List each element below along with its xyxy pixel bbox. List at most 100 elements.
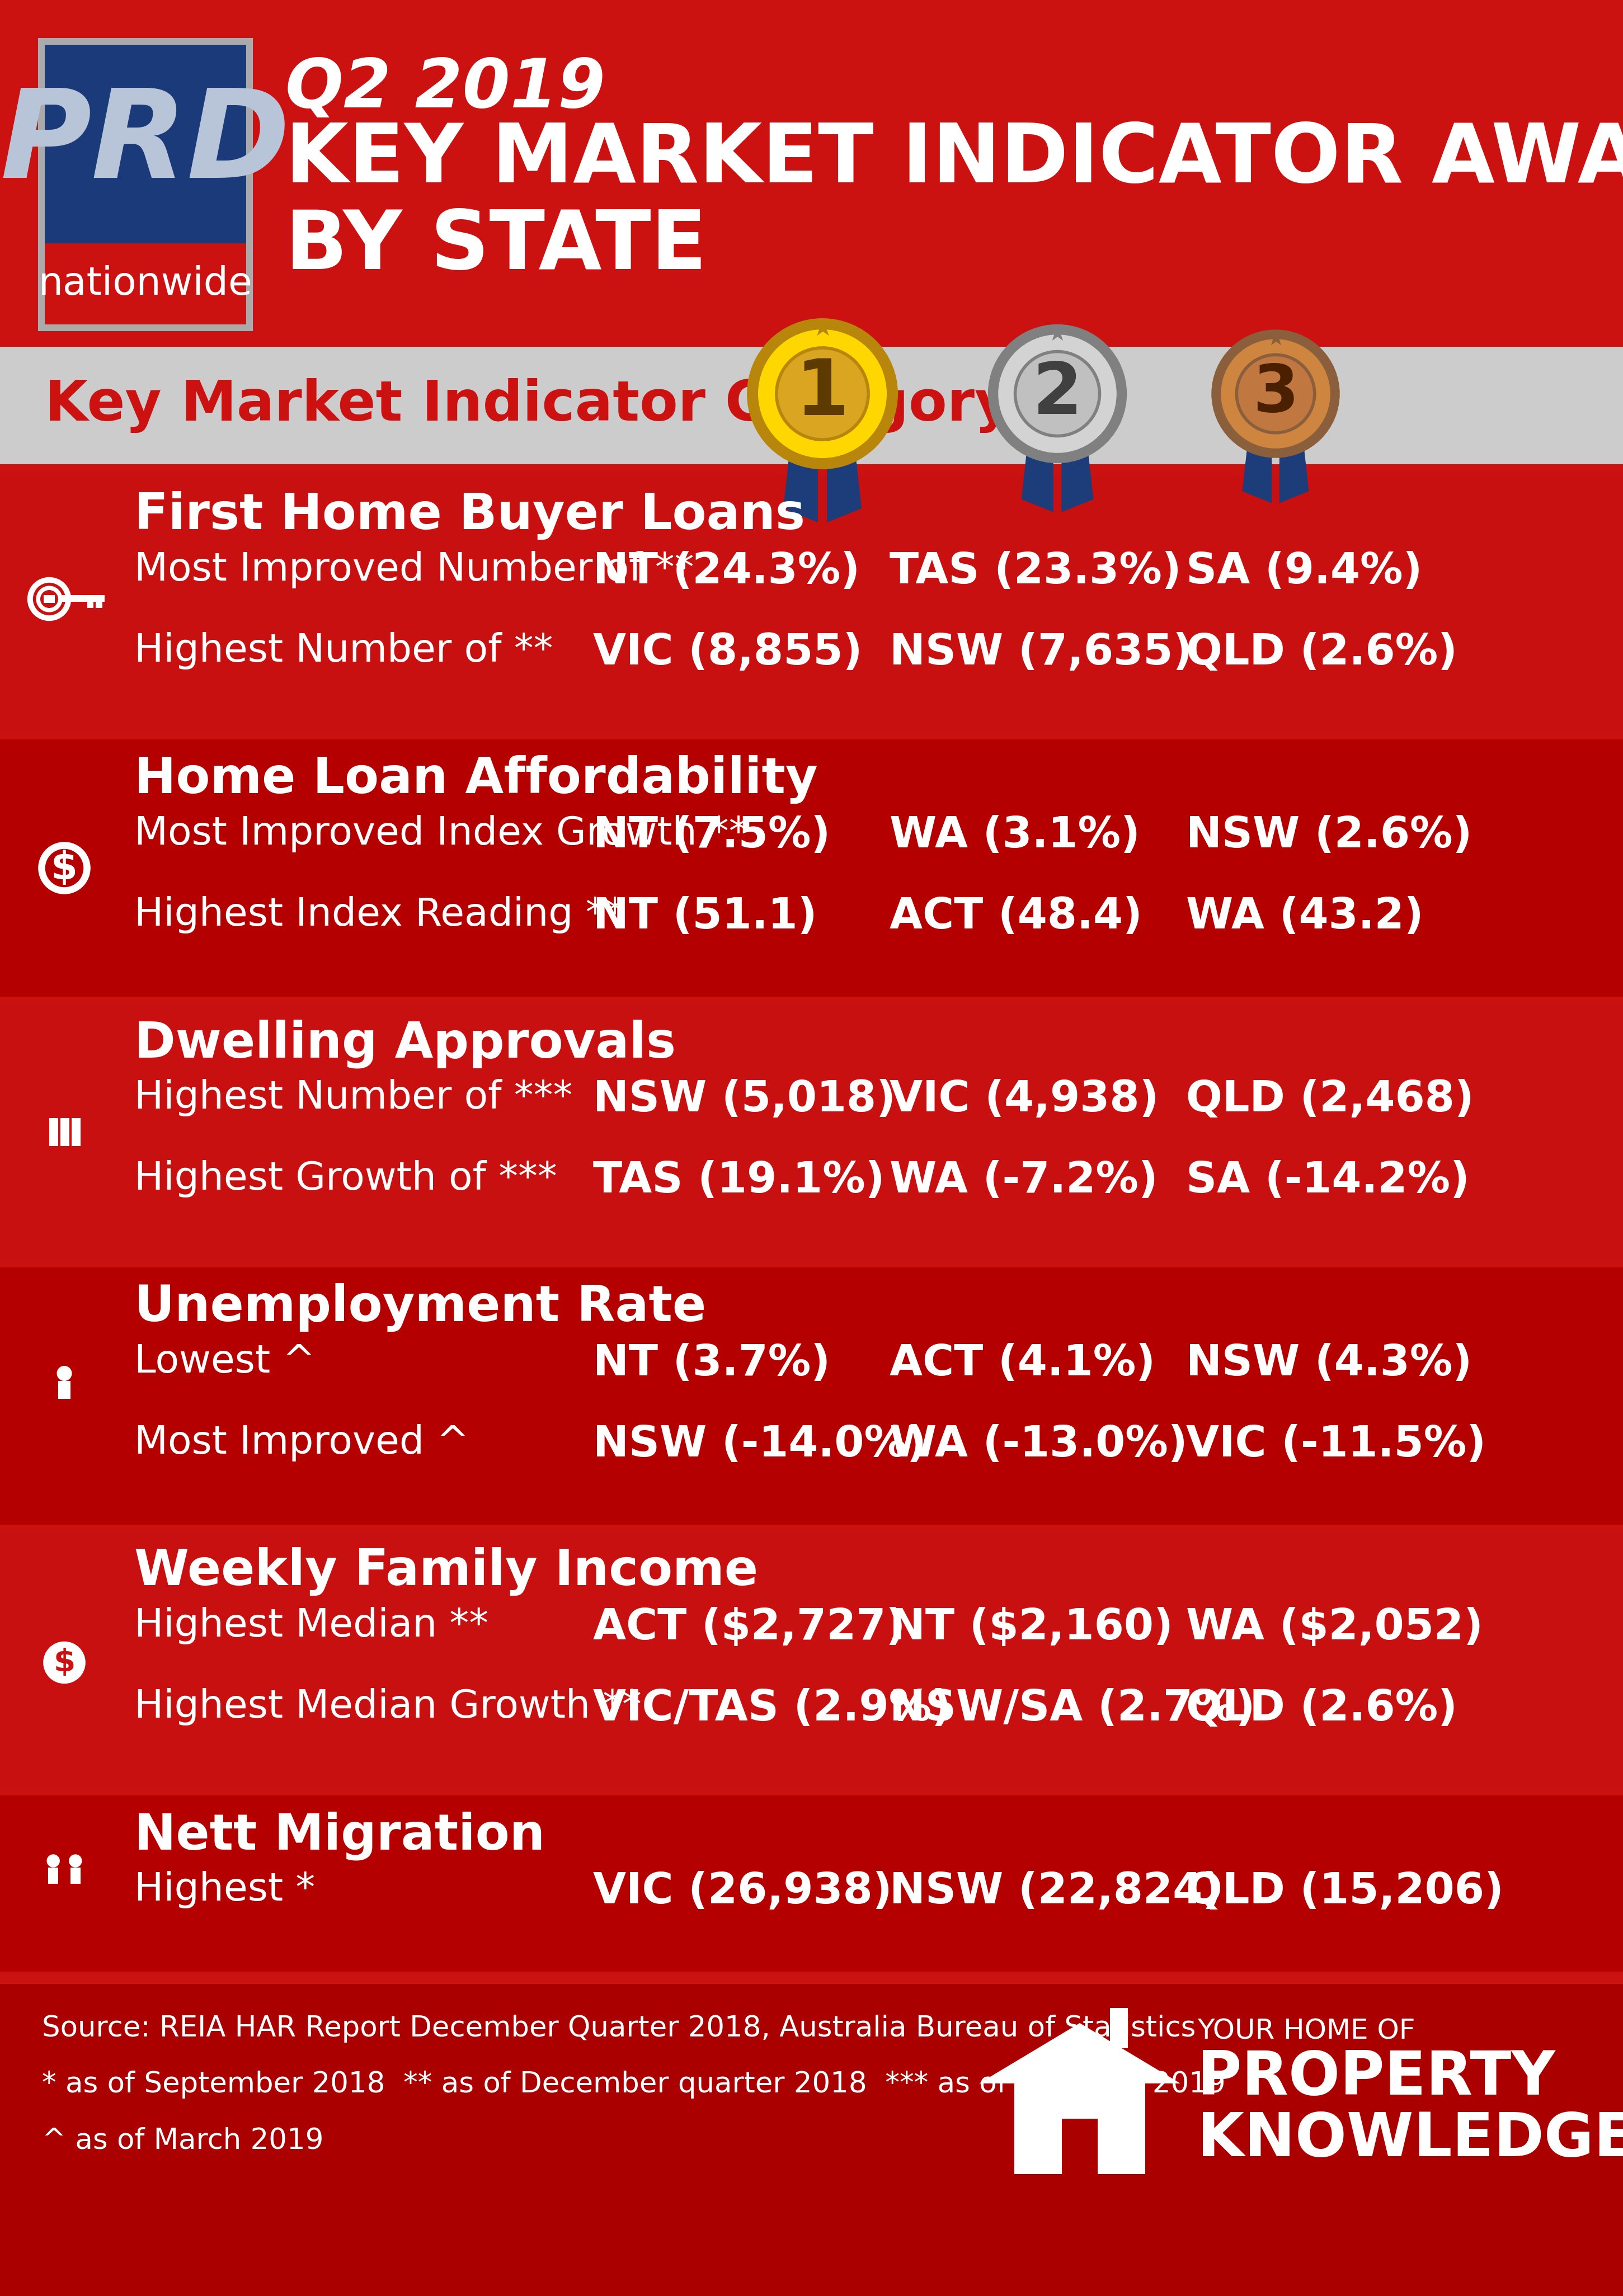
Text: ★: ★ bbox=[1047, 324, 1068, 347]
Text: * as of September 2018  ** as of December quarter 2018  *** as of February 2019: * as of September 2018 ** as of December… bbox=[42, 2071, 1225, 2099]
Text: Key Market Indicator Category: Key Market Indicator Category bbox=[45, 379, 1011, 434]
Text: NSW (22,824): NSW (22,824) bbox=[889, 1871, 1222, 1913]
Text: NT ($2,160): NT ($2,160) bbox=[889, 1607, 1173, 1649]
Text: ★: ★ bbox=[812, 317, 834, 340]
Bar bbox=[0, 1267, 1623, 1525]
Text: ^ as of March 2019: ^ as of March 2019 bbox=[42, 2126, 323, 2154]
Text: NT (7.5%): NT (7.5%) bbox=[592, 815, 831, 856]
Circle shape bbox=[758, 328, 886, 459]
Bar bbox=[1014, 2082, 1146, 2174]
Text: SA (9.4%): SA (9.4%) bbox=[1186, 551, 1422, 592]
Bar bbox=[71, 1118, 81, 1146]
Bar bbox=[37, 39, 253, 331]
Circle shape bbox=[1211, 331, 1339, 457]
Text: NT (51.1): NT (51.1) bbox=[592, 895, 816, 937]
Bar bbox=[0, 1984, 1623, 2296]
Text: Highest Number of ***: Highest Number of *** bbox=[135, 1079, 573, 1116]
Bar bbox=[0, 1003, 1623, 1261]
Text: NT (3.7%): NT (3.7%) bbox=[592, 1343, 831, 1384]
Text: KNOWLEDGE: KNOWLEDGE bbox=[1198, 2110, 1623, 2170]
Polygon shape bbox=[784, 459, 818, 523]
Polygon shape bbox=[1021, 452, 1053, 512]
Text: TAS (23.3%): TAS (23.3%) bbox=[889, 551, 1182, 592]
Text: Highest Index Reading **: Highest Index Reading ** bbox=[135, 895, 625, 934]
Text: SA (-14.2%): SA (-14.2%) bbox=[1186, 1159, 1470, 1201]
Text: ACT (4.1%): ACT (4.1%) bbox=[889, 1343, 1156, 1384]
Text: BY STATE: BY STATE bbox=[286, 207, 706, 285]
Text: Nett Migration: Nett Migration bbox=[135, 1812, 545, 1860]
Bar bbox=[45, 243, 247, 324]
Text: WA (-13.0%): WA (-13.0%) bbox=[889, 1424, 1188, 1465]
Polygon shape bbox=[1061, 452, 1094, 512]
Text: Highest Number of **: Highest Number of ** bbox=[135, 631, 553, 670]
Circle shape bbox=[68, 1855, 81, 1867]
Bar bbox=[58, 1380, 70, 1398]
Text: WA (-7.2%): WA (-7.2%) bbox=[889, 1159, 1157, 1201]
Text: WA (3.1%): WA (3.1%) bbox=[889, 815, 1139, 856]
Bar bbox=[62, 595, 104, 602]
Text: Most Improved Number of **: Most Improved Number of ** bbox=[135, 551, 695, 588]
Bar bbox=[49, 1118, 58, 1146]
Text: Weekly Family Income: Weekly Family Income bbox=[135, 1548, 758, 1596]
Text: 2: 2 bbox=[1032, 358, 1083, 429]
Text: QLD (15,206): QLD (15,206) bbox=[1186, 1871, 1505, 1913]
Text: $: $ bbox=[50, 850, 78, 886]
Polygon shape bbox=[1279, 448, 1308, 503]
Text: QLD (2.6%): QLD (2.6%) bbox=[1186, 631, 1457, 673]
Text: Source: REIA HAR Report December Quarter 2018, Australia Bureau of Statistics: Source: REIA HAR Report December Quarter… bbox=[42, 2014, 1196, 2043]
Circle shape bbox=[988, 324, 1126, 464]
Bar bbox=[96, 602, 102, 608]
Circle shape bbox=[1220, 340, 1331, 448]
Text: ACT (48.4): ACT (48.4) bbox=[889, 895, 1143, 937]
Polygon shape bbox=[826, 459, 862, 523]
Text: QLD (2.6%): QLD (2.6%) bbox=[1186, 1688, 1457, 1729]
Circle shape bbox=[47, 1855, 60, 1867]
Circle shape bbox=[774, 347, 870, 441]
Polygon shape bbox=[979, 2023, 1180, 2082]
Text: WA ($2,052): WA ($2,052) bbox=[1186, 1607, 1483, 1649]
Circle shape bbox=[1235, 354, 1316, 434]
Text: Unemployment Rate: Unemployment Rate bbox=[135, 1283, 706, 1332]
Circle shape bbox=[44, 1642, 86, 1683]
Text: nationwide: nationwide bbox=[39, 266, 253, 303]
Bar bbox=[0, 1795, 1623, 1972]
Circle shape bbox=[1014, 349, 1100, 439]
Bar bbox=[1061, 2119, 1097, 2174]
Bar bbox=[0, 347, 1623, 464]
Circle shape bbox=[57, 1366, 71, 1380]
Text: 3: 3 bbox=[1253, 360, 1298, 427]
Text: ACT ($2,727): ACT ($2,727) bbox=[592, 1607, 906, 1649]
Text: VIC (26,938): VIC (26,938) bbox=[592, 1871, 893, 1913]
Text: QLD (2,468): QLD (2,468) bbox=[1186, 1079, 1474, 1120]
Circle shape bbox=[998, 335, 1117, 452]
Text: PRD: PRD bbox=[0, 85, 291, 204]
Text: First Home Buyer Loans: First Home Buyer Loans bbox=[135, 491, 805, 540]
Text: NSW/SA (2.7%): NSW/SA (2.7%) bbox=[889, 1688, 1255, 1729]
Text: Highest Median Growth **: Highest Median Growth ** bbox=[135, 1688, 641, 1727]
Circle shape bbox=[747, 319, 898, 468]
Text: NSW (2.6%): NSW (2.6%) bbox=[1186, 815, 1472, 856]
Text: NSW (4.3%): NSW (4.3%) bbox=[1186, 1343, 1472, 1384]
Text: VIC (8,855): VIC (8,855) bbox=[592, 631, 862, 673]
Text: KEY MARKET INDICATOR AWARDS: KEY MARKET INDICATOR AWARDS bbox=[286, 119, 1623, 200]
Text: TAS (19.1%): TAS (19.1%) bbox=[592, 1159, 885, 1201]
Text: Highest Growth of ***: Highest Growth of *** bbox=[135, 1159, 557, 1199]
Bar bbox=[70, 1867, 81, 1883]
Text: YOUR HOME OF: YOUR HOME OF bbox=[1198, 2018, 1415, 2043]
Text: Highest Median **: Highest Median ** bbox=[135, 1607, 489, 1644]
Text: Most Improved Index Growth **: Most Improved Index Growth ** bbox=[135, 815, 748, 852]
Text: Highest *: Highest * bbox=[135, 1871, 315, 1908]
Text: NSW (5,018): NSW (5,018) bbox=[592, 1079, 896, 1120]
Bar bbox=[0, 475, 1623, 732]
Text: Q2 2019: Q2 2019 bbox=[286, 55, 605, 122]
Bar bbox=[45, 44, 247, 324]
Text: VIC (4,938): VIC (4,938) bbox=[889, 1079, 1159, 1120]
Polygon shape bbox=[1242, 448, 1272, 503]
Bar bbox=[1110, 2009, 1128, 2048]
Text: NSW (7,635): NSW (7,635) bbox=[889, 631, 1193, 673]
Text: $: $ bbox=[54, 1649, 75, 1678]
Text: PROPERTY: PROPERTY bbox=[1198, 2048, 1555, 2108]
Text: NT (24.3%): NT (24.3%) bbox=[592, 551, 860, 592]
Bar bbox=[49, 1867, 58, 1883]
Text: Most Improved ^: Most Improved ^ bbox=[135, 1424, 469, 1463]
